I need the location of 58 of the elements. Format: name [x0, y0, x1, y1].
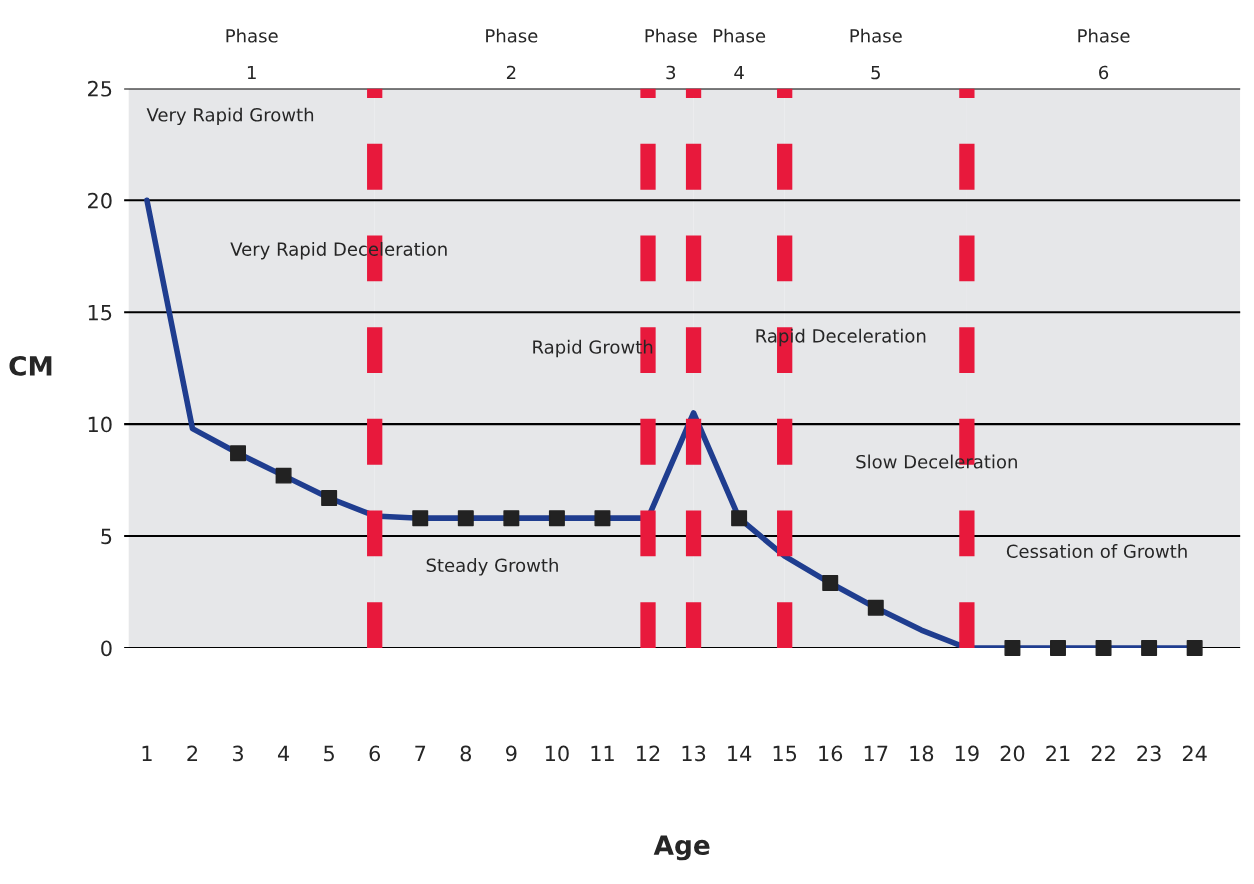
x-axis-title: Age — [653, 835, 710, 861]
x-tick-label: 18 — [910, 745, 934, 762]
y-tick-label: 15 — [88, 304, 112, 321]
point — [503, 510, 520, 527]
x-tick-label: 5 — [324, 745, 334, 762]
y-tick-label: 10 — [88, 416, 112, 433]
x-tick-label: 15 — [773, 745, 797, 762]
x-tick-label: 24 — [1182, 745, 1207, 762]
point — [1186, 639, 1203, 656]
x-tick-label: 23 — [1137, 745, 1161, 762]
point — [548, 510, 565, 527]
point — [275, 467, 292, 484]
x-tick-label: 9 — [506, 745, 517, 762]
x-tick-label: 3 — [232, 745, 243, 762]
point — [1050, 639, 1066, 656]
point — [321, 490, 338, 506]
point — [731, 510, 748, 527]
point — [230, 445, 247, 462]
y-tick-label: 25 — [88, 80, 112, 97]
x-tick-label: 16 — [819, 745, 843, 762]
x-tick-label: 6 — [369, 745, 381, 762]
point — [867, 599, 884, 616]
x-tick-label: 4 — [277, 745, 290, 762]
point — [1141, 639, 1158, 656]
x-tick-label: 12 — [637, 745, 660, 762]
annotation: Very Rapid Growth — [146, 107, 314, 126]
annotation: Slow Deceleration — [856, 454, 1017, 469]
x-tick-label: 7 — [415, 745, 426, 762]
point — [1095, 639, 1112, 656]
annotation: Steady Growth — [426, 558, 558, 576]
x-tick-label: 22 — [1091, 745, 1115, 762]
text: Phase 4 — [713, 28, 766, 80]
text: Phase 5 — [850, 28, 902, 80]
x-tick-label: 13 — [682, 745, 706, 762]
y-tick-label: 20 — [88, 192, 112, 209]
point — [822, 575, 839, 592]
text: Phase 6 — [1078, 28, 1130, 80]
x-tick-label: 1 — [142, 745, 152, 762]
x-tick-label: 17 — [864, 745, 888, 762]
y-axis-title: CM — [9, 355, 52, 376]
text: Phase 3 — [645, 28, 697, 80]
x-tick-label: 14 — [728, 745, 752, 762]
point — [412, 510, 429, 527]
x-tick-label: 8 — [460, 745, 471, 762]
text: Phase 1 — [226, 28, 278, 80]
point — [457, 510, 474, 527]
text: Phase 2 — [486, 28, 538, 80]
y-tick-label: 5 — [101, 528, 112, 545]
point — [594, 510, 611, 527]
x-tick-label: 10 — [545, 745, 569, 762]
point — [1004, 639, 1021, 656]
x-tick-label: 21 — [1046, 745, 1070, 762]
x-tick-label: 19 — [955, 745, 979, 762]
y-tick-label: 0 — [101, 640, 112, 657]
annotation: Cessation of Growth — [1006, 544, 1187, 559]
x-tick-label: 2 — [187, 745, 198, 762]
x-tick-label: 11 — [591, 745, 614, 762]
x-tick-label: 20 — [1000, 745, 1025, 762]
